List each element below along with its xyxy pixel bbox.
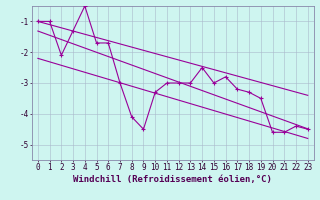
X-axis label: Windchill (Refroidissement éolien,°C): Windchill (Refroidissement éolien,°C) — [73, 175, 272, 184]
